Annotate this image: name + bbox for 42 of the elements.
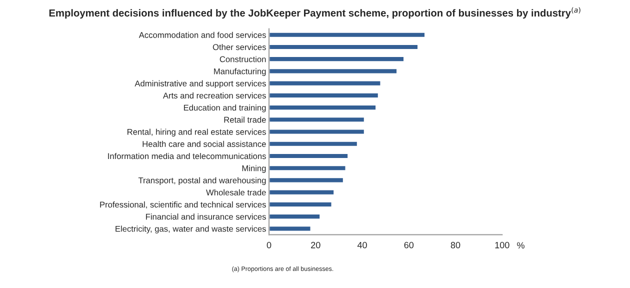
y-tick-label: Arts and recreation services: [162, 92, 266, 99]
y-tick-label: Rental, hiring and real estate services: [128, 128, 266, 137]
y-tick-label: Transport, postal and warehousing: [138, 177, 266, 185]
bar: [269, 116, 366, 124]
y-tick-label: Professional, scientific and technical services: [100, 201, 266, 209]
bar: [269, 225, 312, 232]
y-tick-label: Information media and telecommunications: [108, 152, 266, 160]
y-tick-label: Education and training: [184, 104, 266, 112]
bar: [269, 104, 377, 111]
y-tick-label: Other services: [212, 44, 266, 50]
x-tick-label: 100: [495, 242, 510, 248]
x-tick-label: 0: [266, 242, 272, 248]
chart-title: Employment decisions influenced by the JobKeeper Payment scheme, proportion of businesses by industry$^{(a)}$: [49, 7, 580, 19]
bar: [269, 188, 335, 196]
bar: [269, 176, 344, 184]
y-tick-label: Electricity, gas, water and waste services: [116, 226, 266, 234]
bar: [269, 201, 333, 208]
y-tick-label: Construction: [220, 56, 266, 62]
bar: [269, 31, 426, 38]
y-tick-label: Accommodation and food services: [138, 32, 266, 38]
y-tick-label: Wholesale trade: [206, 189, 266, 196]
bar: [269, 140, 358, 148]
bar: [269, 56, 405, 63]
y-tick-label: Financial and insurance services: [146, 214, 266, 220]
x-tick-label: 80: [450, 242, 460, 248]
x-tick-label: 40: [357, 242, 367, 248]
bar: [269, 213, 321, 220]
bar: [269, 164, 347, 172]
bar: [269, 152, 349, 160]
bar: [269, 128, 366, 136]
y-tick-label: Administrative and support services: [134, 80, 266, 88]
bar: [269, 80, 382, 87]
y-tick-label: Health care and social assistance: [142, 140, 266, 147]
bar: [269, 44, 419, 50]
x-tick-label: 20: [311, 242, 320, 248]
y-tick-label: Mining: [242, 165, 266, 173]
bar: [269, 68, 398, 75]
y-tick-label: Retail trade: [224, 116, 266, 123]
bar: [269, 92, 380, 99]
y-tick-label: Manufacturing: [214, 68, 266, 76]
x-axis-title: %: [517, 242, 524, 249]
x-tick-label: 60: [404, 242, 414, 248]
